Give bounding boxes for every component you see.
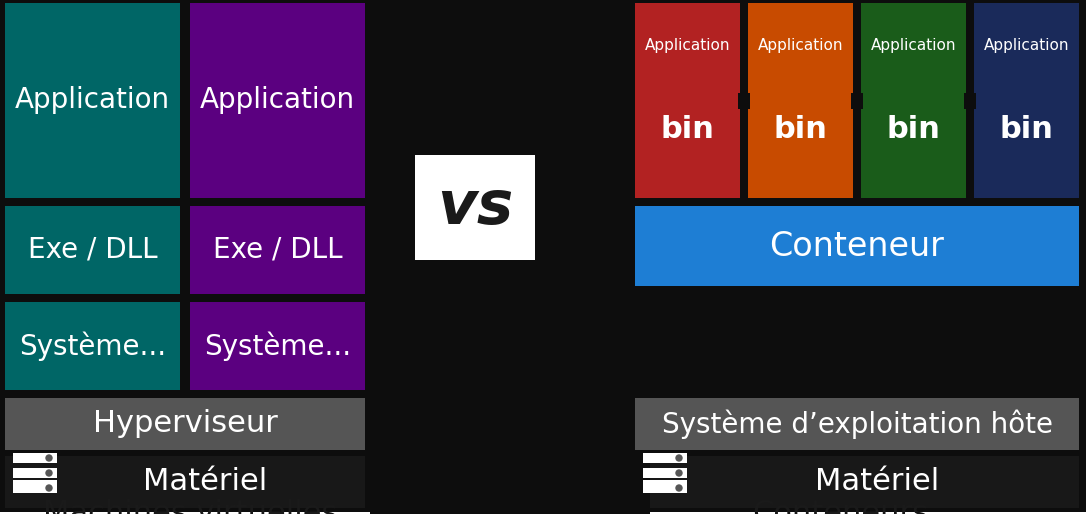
Circle shape (675, 455, 682, 461)
Text: Application: Application (15, 86, 171, 115)
Bar (190, 302, 365, 390)
Bar (1079, 93, 1086, 108)
Bar (365, 93, 375, 108)
Bar (851, 93, 861, 108)
Bar (635, 456, 1079, 508)
Bar (13, 453, 56, 463)
Bar (964, 93, 974, 108)
Text: bin: bin (773, 115, 828, 144)
Text: Application: Application (645, 39, 730, 53)
Text: Matériel: Matériel (143, 468, 267, 497)
Text: Système...: Système... (204, 331, 351, 361)
Circle shape (675, 485, 682, 491)
Text: Application: Application (871, 39, 957, 53)
Bar (190, 206, 365, 294)
Text: Exe / DLL: Exe / DLL (27, 236, 157, 264)
Text: Machines virtuelles: Machines virtuelles (42, 499, 337, 514)
Bar (974, 3, 1079, 198)
Text: bin: bin (999, 115, 1053, 144)
Bar (13, 468, 56, 478)
Bar (5, 302, 180, 390)
Bar (967, 93, 976, 108)
Bar (370, 451, 651, 514)
Text: Système d’exploitation hôte: Système d’exploitation hôte (661, 409, 1052, 439)
Text: Système...: Système... (18, 331, 166, 361)
Bar (853, 93, 863, 108)
Circle shape (46, 470, 52, 476)
Bar (180, 93, 190, 108)
Bar (415, 155, 535, 260)
Bar (365, 242, 375, 258)
Bar (180, 338, 190, 354)
Bar (740, 93, 750, 108)
Bar (643, 453, 687, 463)
Bar (180, 242, 190, 258)
Bar (5, 456, 365, 508)
Bar (0, 242, 5, 258)
Text: vs: vs (437, 178, 513, 237)
Bar (0, 338, 5, 354)
Bar (0, 512, 1086, 514)
Bar (13, 483, 56, 493)
Bar (0, 93, 5, 108)
Bar (738, 93, 748, 108)
Circle shape (675, 470, 682, 476)
Bar (748, 3, 853, 198)
Text: Hyperviseur: Hyperviseur (92, 410, 277, 438)
Text: Matériel: Matériel (814, 468, 939, 497)
Text: Application: Application (984, 39, 1070, 53)
Text: Application: Application (758, 39, 843, 53)
Bar (5, 206, 180, 294)
Text: Exe / DLL: Exe / DLL (213, 236, 342, 264)
Bar (190, 3, 365, 198)
Text: Application: Application (200, 86, 355, 115)
Bar (643, 480, 687, 484)
Bar (635, 398, 1079, 450)
Text: bin: bin (886, 115, 940, 144)
Bar (643, 483, 687, 493)
Bar (5, 3, 180, 198)
Circle shape (46, 485, 52, 491)
Bar (13, 480, 56, 484)
Bar (180, 242, 190, 258)
Text: Conteneurs: Conteneurs (752, 499, 929, 514)
Circle shape (46, 455, 52, 461)
Text: bin: bin (660, 115, 715, 144)
Bar (180, 338, 190, 354)
Bar (861, 3, 967, 198)
Bar (635, 3, 740, 198)
Bar (5, 398, 365, 450)
Bar (365, 338, 375, 354)
Bar (643, 468, 687, 478)
Bar (180, 93, 190, 108)
Bar (635, 206, 1079, 286)
Text: Conteneur: Conteneur (770, 229, 945, 263)
Bar (626, 93, 635, 108)
